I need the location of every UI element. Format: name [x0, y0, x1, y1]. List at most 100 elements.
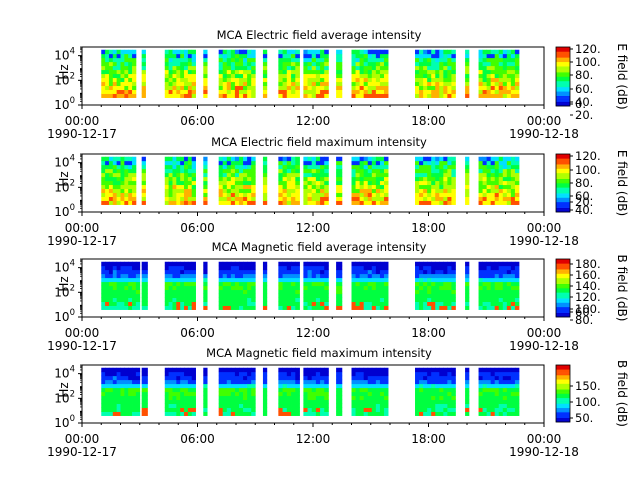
x-tick-label: 00:00 [527, 326, 562, 340]
heatmap-block [465, 156, 470, 205]
x-tick-label: 00:00 [527, 432, 562, 446]
colorbar-tick-label: 20. [575, 195, 593, 209]
heatmap-block [351, 156, 389, 205]
heatmap-block [278, 261, 300, 310]
chart-panel-4: MCA Magnetic field maximum intensity 104 1… [47, 346, 629, 459]
y-axis-label: Hz [57, 171, 71, 186]
colorbar-label: E field (dB) [615, 150, 629, 216]
colorbar-label: B field (dB) [615, 360, 629, 427]
heatmap-block [278, 367, 300, 416]
colorbar-tick-label: 180. [575, 257, 601, 271]
colorbar-tick-label: 80. [575, 176, 593, 190]
x-tick-label: 12:00 [296, 221, 331, 235]
colorbar-tick-label: 160. [575, 268, 601, 282]
heatmap-block [415, 156, 456, 205]
y-tick-label: 100 [54, 414, 75, 430]
colorbar-tick-label: 140. [575, 279, 601, 293]
y-tick-label: 102 [54, 71, 75, 87]
heatmap-block [478, 49, 520, 98]
heatmap-block [101, 156, 137, 205]
y-tick-label: 104 [54, 47, 75, 63]
date-start-label: 1990-12-17 [47, 234, 117, 248]
heatmap-block [465, 261, 470, 310]
colorbar-tick-label: 40. [575, 95, 593, 109]
heatmap-block [218, 367, 256, 416]
date-end-label: 1990-12-18 [509, 445, 579, 459]
heatmap-block [164, 367, 196, 416]
x-tick-label: 06:00 [180, 432, 215, 446]
x-tick-label: 12:00 [296, 326, 331, 340]
colorbar: 150. 100. 50. B field (dB) [555, 360, 629, 427]
colorbar-tick-label: 80. [575, 313, 593, 327]
x-tick-label: 00:00 [65, 221, 100, 235]
heatmap-block [203, 156, 208, 205]
colorbar-tick-label: 120. [575, 149, 601, 163]
colorbar-tick-label: 100. [575, 395, 601, 409]
heatmap-block [278, 49, 300, 98]
heatmap-block [262, 367, 268, 416]
heatmap-block [351, 367, 389, 416]
colorbar-tick-label: 60. [575, 82, 593, 96]
y-tick-label: 100 [54, 203, 75, 219]
heatmap-block [303, 156, 329, 205]
y-tick-label: 102 [54, 283, 75, 299]
y-axis-label: Hz [57, 64, 71, 79]
y-tick-label: 104 [54, 259, 75, 275]
date-start-label: 1990-12-17 [47, 445, 117, 459]
colorbar-tick-label: 100. [575, 302, 601, 316]
x-tick-label: 18:00 [411, 432, 446, 446]
x-tick-label: 00:00 [65, 432, 100, 446]
heatmap-block [278, 156, 300, 205]
colorbar-tick-label: 100. [575, 55, 601, 69]
y-tick-label: 104 [54, 154, 75, 170]
heatmap-block [203, 49, 208, 98]
colorbar-tick-label: 120. [575, 290, 601, 304]
heatmap-block [203, 261, 208, 310]
x-tick-label: 12:00 [296, 432, 331, 446]
y-tick-label: 104 [54, 365, 75, 381]
heatmap-block [303, 261, 329, 310]
heatmap-block [351, 261, 389, 310]
colorbar-tick-label: 60. [575, 305, 593, 319]
colorbar-tick-label: 80. [575, 68, 593, 82]
heatmap-block [478, 156, 520, 205]
heatmap-block [141, 156, 146, 205]
y-axis-label: Hz [57, 276, 71, 291]
heatmap-block [141, 367, 148, 416]
chart-panel-1: MCA Electric field average intensity 104 1… [47, 28, 629, 141]
heatmap-block [336, 156, 343, 205]
colorbar-tick-label: 150. [575, 379, 601, 393]
chart-title: MCA Electric field average intensity [217, 28, 422, 42]
heatmap-block [303, 49, 329, 98]
heatmap-block [478, 261, 520, 310]
colorbar: 180.160.140.120.100.80.60. B field (dB) [555, 255, 629, 327]
heatmap-block [141, 49, 146, 98]
date-end-label: 1990-12-18 [509, 127, 579, 141]
heatmap-block [415, 261, 456, 310]
x-tick-label: 18:00 [411, 326, 446, 340]
chart-title: MCA Electric field maximum intensity [211, 135, 427, 149]
heatmap-block [164, 156, 196, 205]
heatmap-block [101, 261, 141, 310]
colorbar-tick-label: 40. [575, 203, 593, 217]
y-tick-label: 102 [54, 178, 75, 194]
y-tick-label: 100 [54, 308, 75, 324]
x-tick-label: 00:00 [65, 326, 100, 340]
chart-panel-3: MCA Magnetic field average intensity 104 1… [47, 240, 629, 353]
colorbar-tick-label: 20. [575, 108, 593, 122]
x-tick-label: 00:00 [527, 221, 562, 235]
chart-title: MCA Magnetic field average intensity [212, 240, 427, 254]
heatmap-block [218, 261, 256, 310]
heatmap-block [415, 49, 456, 98]
heatmap-block [262, 49, 268, 98]
heatmap-block [465, 367, 470, 416]
x-tick-label: 00:00 [527, 114, 562, 128]
x-tick-label: 00:00 [65, 114, 100, 128]
date-start-label: 1990-12-17 [47, 339, 117, 353]
heatmap-block [415, 367, 456, 416]
x-tick-label: 06:00 [180, 326, 215, 340]
colorbar-tick-label: 100. [575, 163, 601, 177]
chart-title: MCA Magnetic field maximum intensity [206, 346, 432, 360]
colorbar-label: E field (dB) [615, 43, 629, 109]
